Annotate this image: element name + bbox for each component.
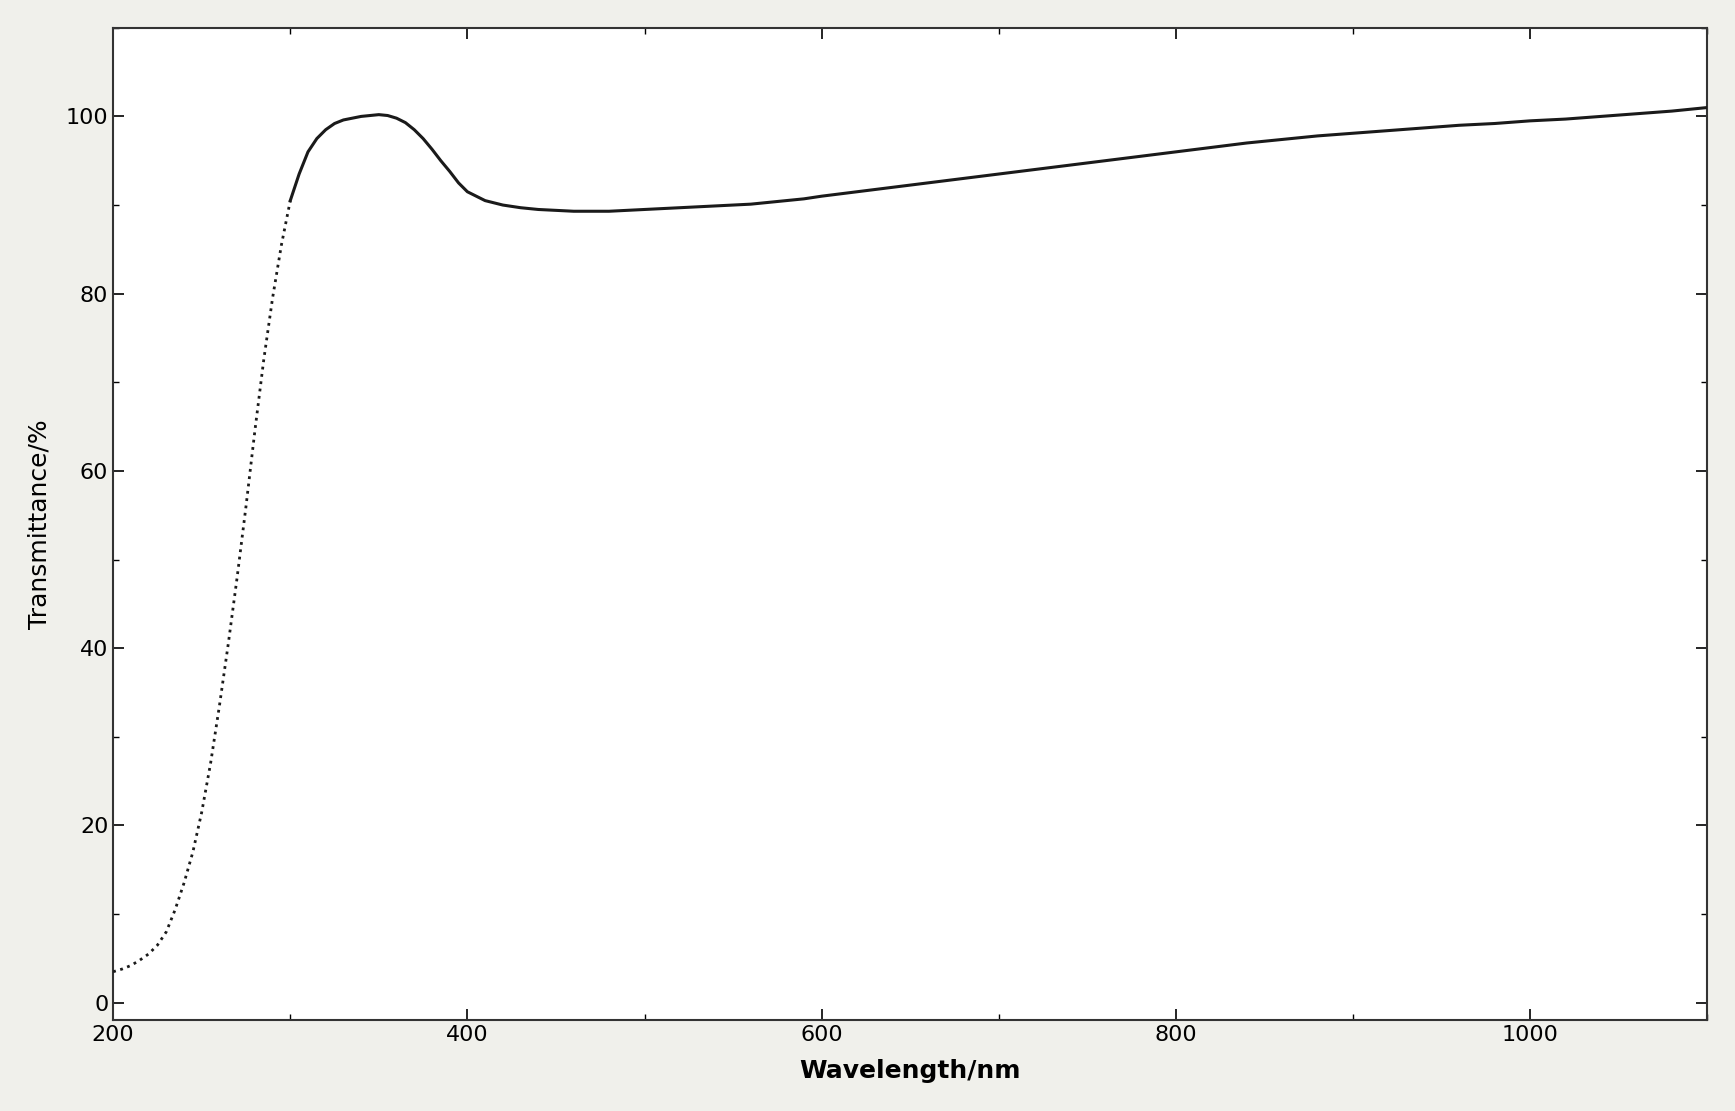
X-axis label: Wavelength/nm: Wavelength/nm: [800, 1059, 1020, 1083]
Y-axis label: Transmittance/%: Transmittance/%: [28, 419, 52, 629]
